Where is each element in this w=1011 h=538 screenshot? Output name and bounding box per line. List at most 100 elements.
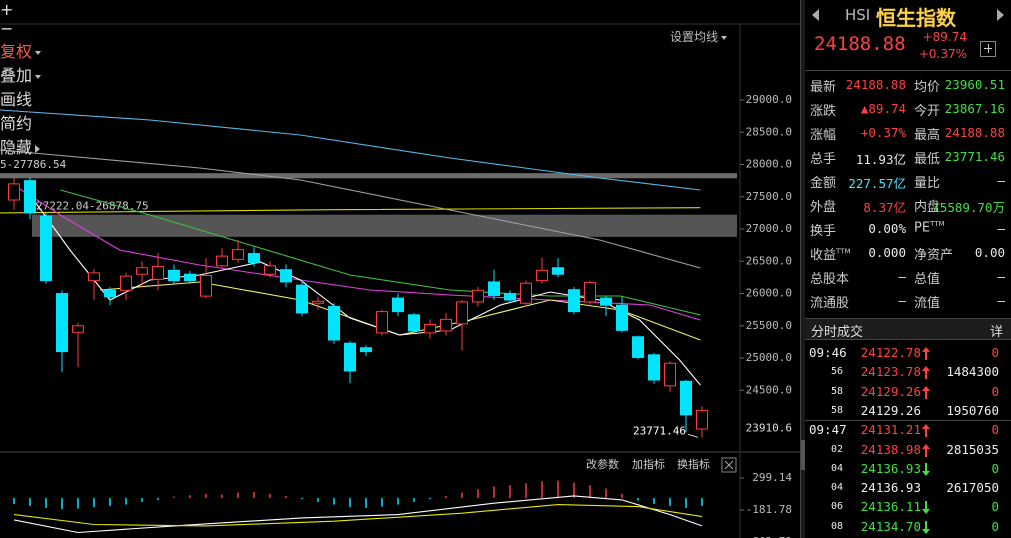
candle-body xyxy=(312,300,324,304)
direction-arrow-head xyxy=(922,528,930,534)
prev-arrow[interactable] xyxy=(812,9,819,21)
stat-label-text: 最新 xyxy=(810,80,837,95)
ma-settings-label: 设置均线 xyxy=(670,30,719,44)
candle-body xyxy=(248,253,260,264)
trade-volume: 0 xyxy=(991,460,999,476)
candle-body xyxy=(216,255,228,267)
plus-v xyxy=(988,44,989,53)
row-divider xyxy=(805,420,1011,422)
button-label: 叠加 xyxy=(0,66,33,85)
stat-label: 今开 xyxy=(914,100,940,119)
toolbar-button[interactable]: 叠加 xyxy=(0,62,46,86)
stat-label-text: 涨跌 xyxy=(810,104,837,119)
trade-time: 09:46 xyxy=(809,345,847,360)
stat-label-text: 流值 xyxy=(914,296,941,311)
stat-value: 23771.46 xyxy=(944,149,1005,164)
stat-label: 总股本 xyxy=(810,268,849,287)
candle-body xyxy=(360,347,372,353)
trade-price: 24134.70 xyxy=(860,518,921,534)
toolbar-button[interactable]: 画线 xyxy=(0,86,42,110)
add-button[interactable] xyxy=(980,41,996,57)
candle-body xyxy=(696,409,708,430)
splitter[interactable] xyxy=(800,0,805,538)
splitter-handle[interactable] xyxy=(801,440,805,470)
stat-label-text: 总值 xyxy=(914,272,941,287)
section-bar xyxy=(805,318,1011,340)
y-tick-label: -662.71 xyxy=(746,535,792,538)
stat-label-text: PE xyxy=(914,220,931,236)
stat-label-text: 金额 xyxy=(810,176,837,191)
stat-value: — xyxy=(997,173,1005,188)
trade-volume: 0 xyxy=(991,499,999,515)
close-icon xyxy=(724,460,734,470)
stat-value: 15589.70万 xyxy=(932,200,1005,215)
candle-body xyxy=(584,282,596,303)
trade-time: 08 xyxy=(831,520,844,532)
dropdown-icon xyxy=(35,50,42,55)
stat-label-text: 净资产 xyxy=(914,248,954,263)
toolbar-button[interactable]: 复权 xyxy=(0,38,48,62)
candle-body xyxy=(72,325,84,333)
trade-volume: 2617050 xyxy=(946,480,999,496)
index-name: 恒生指数 xyxy=(876,6,956,30)
direction-arrow-head xyxy=(922,347,930,352)
toolbar-button[interactable]: − xyxy=(0,19,22,38)
toolbar-button[interactable]: + xyxy=(0,0,22,19)
candle-body xyxy=(424,324,436,334)
trade-price: 24136.93 xyxy=(860,460,921,476)
indicator-button[interactable]: 加指标 xyxy=(632,457,665,471)
stat-label: 涨跌 xyxy=(810,100,836,119)
stat-value: 0.00 xyxy=(974,245,1005,260)
close-indicator[interactable] xyxy=(721,457,737,473)
trade-time: 09:47 xyxy=(809,422,847,438)
change: +89.74 xyxy=(922,30,967,44)
candle-body xyxy=(408,314,420,332)
indicator-button[interactable]: 换指标 xyxy=(677,457,710,471)
direction-arrow-head xyxy=(922,470,930,476)
direction-arrow-stem xyxy=(925,428,927,438)
candle-body xyxy=(552,267,564,275)
trade-volume: 0 xyxy=(991,422,999,438)
trade-volume: 0 xyxy=(991,518,999,534)
stat-label: 收益TTM xyxy=(810,244,850,263)
candle-body xyxy=(392,297,404,313)
next-arrow[interactable] xyxy=(997,9,1004,21)
y-tick-label: 25500.0 xyxy=(746,319,792,332)
ma-settings[interactable]: 设置均线 xyxy=(670,28,728,45)
stat-label: 涨幅 xyxy=(810,124,836,143)
stat-value: +0.37% xyxy=(860,125,906,140)
y-tick-label: 26500.0 xyxy=(746,254,792,267)
stat-label-text: 最高 xyxy=(914,128,941,143)
stat-label: 总值 xyxy=(914,268,940,287)
button-label: − xyxy=(0,19,14,38)
candle-body xyxy=(296,284,308,314)
candle-body xyxy=(200,274,212,297)
candle-body xyxy=(536,269,548,282)
direction-arrow-head xyxy=(922,424,930,430)
candle-body xyxy=(88,272,100,282)
detail-button[interactable]: 详 xyxy=(989,325,1003,340)
chart-area: 5-27786.54 27222.04-26878.75 24500.0 25000.… xyxy=(0,23,800,538)
toolbar-button[interactable]: 简约 xyxy=(0,110,42,134)
candle-body xyxy=(8,183,20,201)
stat-label-text: 换手 xyxy=(810,224,837,239)
candle-body xyxy=(232,249,244,260)
trade-price: 24136.11 xyxy=(860,499,921,515)
ma-line xyxy=(60,189,701,316)
stat-label-sup: TTM xyxy=(836,247,851,256)
stat-label: 总手 xyxy=(810,148,836,167)
y-tick-label: 299.14 xyxy=(752,471,792,484)
trade-price: 24129.26 xyxy=(860,402,921,418)
candle-body xyxy=(104,289,116,298)
stat-label: 净资产 xyxy=(914,244,953,263)
candle-body xyxy=(152,265,164,280)
stat-label: 量比 xyxy=(914,172,940,191)
gap-zone-label: 5-27786.54 xyxy=(0,158,67,171)
stat-value: 24188.88 xyxy=(845,77,906,92)
trade-price: 24136.93 xyxy=(860,480,921,496)
direction-arrow-head xyxy=(922,509,930,515)
toolbar-button[interactable]: 隐藏 xyxy=(0,134,48,158)
stat-value: — xyxy=(898,293,906,308)
stat-value: 0.000 xyxy=(868,245,906,260)
indicator-button[interactable]: 改参数 xyxy=(586,457,619,471)
